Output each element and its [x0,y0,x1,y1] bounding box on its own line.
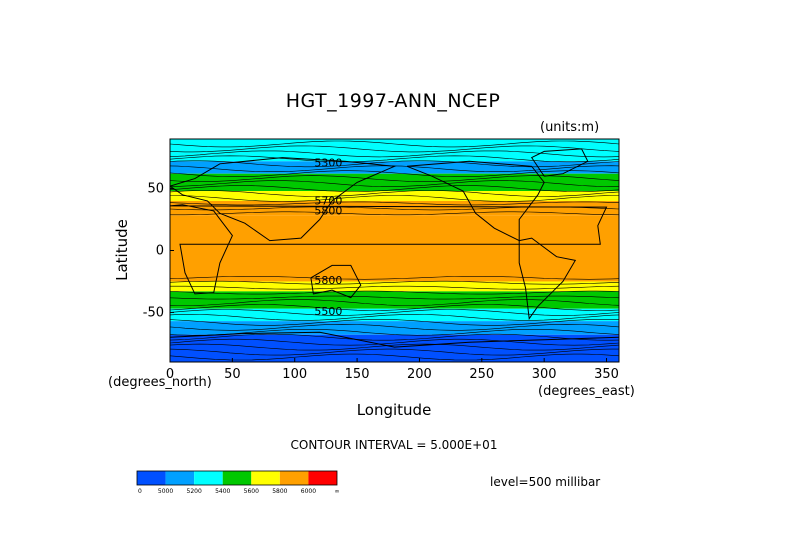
continent-outline-1 [169,204,608,295]
contour-line [169,333,620,341]
y-tick-label: 0 [156,244,164,259]
contour-line [169,276,620,280]
contour-line [169,353,620,361]
color-band-9 [170,321,619,335]
colorbar-tick-label: 5200 [187,488,202,495]
colorbar-tick-label: 0 [138,488,142,495]
contour-label: 5300 [314,156,342,169]
contour-line [169,290,620,295]
colorbar-swatch [279,471,309,485]
units-label: (units:m) [540,120,599,135]
contour-line [169,348,619,356]
colorbar-swatch [308,471,337,485]
contour-line [169,319,620,326]
x-tick-label: 350 [594,367,619,382]
contour-line [169,323,620,331]
color-band-5 [170,215,619,282]
contour-line [169,150,620,158]
continent-outline-6 [169,331,620,348]
colorbar-tick-label: 5400 [215,488,230,495]
x-tick-label: 300 [532,367,557,382]
contour-label: 5800 [314,274,342,287]
contour-line [169,304,620,311]
x-axis-title: Longitude [357,401,432,419]
contour-label: 5500 [314,305,342,318]
x-tick-label: 150 [345,367,370,382]
contour-label: 5700 [314,195,342,208]
contour-line [169,185,620,192]
x-tick-label: 100 [282,367,307,382]
colorbar: 0 5000 5200 5400 5600 5800 6000 ∞ [136,470,340,495]
contour-line [169,343,620,351]
y-tick-label: 50 [147,182,164,197]
colorbar-tick-label: 5800 [272,488,287,495]
colorbar-frame [136,470,338,486]
level-label: level=500 millibar [490,475,600,489]
colorbar-tick-label: 5600 [244,488,259,495]
contour-line [169,160,620,168]
contour-line [170,211,620,216]
contour-line [169,338,620,346]
x-tick-label: 50 [224,367,241,382]
continent-outline-4 [518,237,577,320]
contour-line [169,140,620,148]
contour-interval-label: CONTOUR INTERVAL = 5.000E+01 [291,438,498,452]
continent-outline-0 [169,157,397,242]
x-unit-label: (degrees_east) [538,384,635,399]
colorbar-swatch [222,471,252,485]
colorbar-swatch [194,471,223,485]
contour-line [169,155,620,163]
y-unit-label: (degrees_north) [108,375,212,390]
contour-line [169,314,620,321]
color-band-4 [170,200,619,216]
x-tick-label: 200 [407,367,432,382]
contour-line [169,295,620,300]
y-tick-label: -50 [143,305,164,320]
contour-line [169,170,620,178]
color-band-7 [170,291,619,309]
color-band-1 [170,161,619,174]
y-axis-title: Latitude [113,219,131,281]
contour-line [169,201,620,206]
continent-outline-3 [406,160,545,242]
x-tick-label: 0 [166,367,174,382]
colorbar-swatch [137,471,166,485]
contour-line [169,145,620,153]
color-band-2 [170,173,619,192]
contour-line [169,309,620,316]
contour-line [169,280,620,285]
x-tick-label: 250 [469,367,494,382]
contour-line [170,195,619,202]
contour-line [169,329,620,336]
contour-line [169,190,620,197]
color-band-10 [170,334,619,362]
chart-title: HGT_1997-ANN_NCEP [286,90,501,112]
colorbar-tick-label: ∞ [335,488,340,495]
continent-outline-2 [310,264,362,299]
contour-label: 5800 [314,205,342,218]
contour-line [170,285,620,290]
color-band-0 [170,139,619,162]
colorbar-swatch [165,471,195,485]
colorbar-tick-label: 6000 [301,488,316,495]
colorbar-tick-label: 5000 [158,488,173,495]
continent-outline-5 [530,148,589,177]
axes: 0 50 100 150 200 250 300 350 50 0 -50 [143,182,619,382]
color-band-3 [170,191,619,201]
colorbar-swatch [251,471,280,485]
